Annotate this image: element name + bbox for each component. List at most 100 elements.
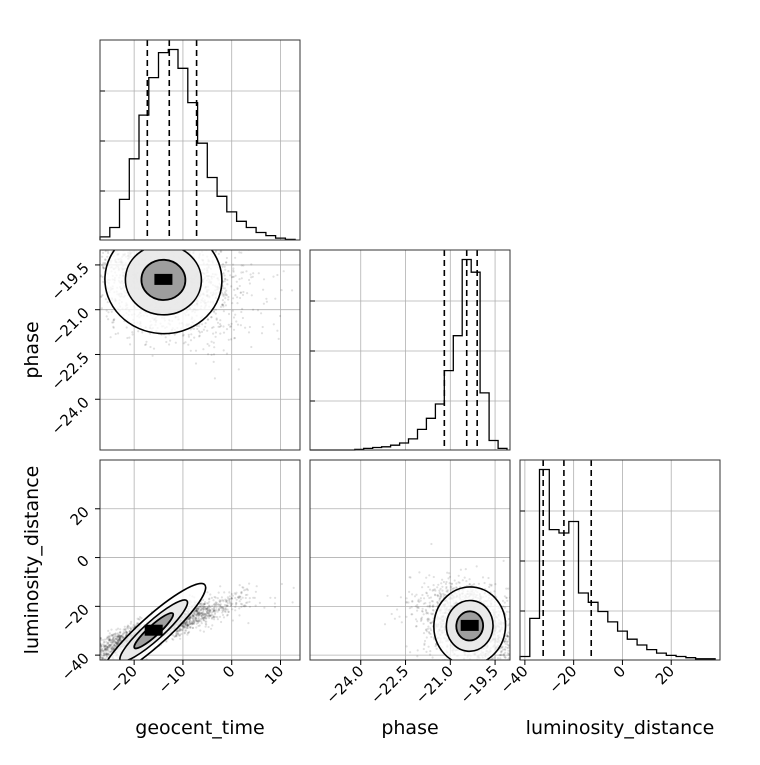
scatter-point xyxy=(96,662,98,664)
scatter-point xyxy=(96,331,98,333)
scatter-point xyxy=(126,233,128,235)
scatter-point xyxy=(90,636,92,638)
scatter-point xyxy=(238,251,240,253)
scatter-point xyxy=(104,645,106,647)
scatter-point xyxy=(250,346,252,348)
scatter-point xyxy=(242,587,244,589)
scatter-point xyxy=(207,343,209,345)
scatter-point xyxy=(117,332,119,334)
scatter-point xyxy=(185,233,187,235)
scatter-point xyxy=(128,236,130,238)
scatter-point xyxy=(278,338,280,340)
scatter-point xyxy=(226,279,228,281)
scatter-point xyxy=(174,234,176,236)
scatter-point xyxy=(139,246,141,248)
scatter-point xyxy=(193,226,195,228)
scatter-point xyxy=(107,248,109,250)
scatter-point xyxy=(97,659,99,661)
scatter-point xyxy=(174,334,176,336)
scatter-point xyxy=(246,594,248,596)
scatter-point xyxy=(223,591,225,593)
scatter-point xyxy=(183,342,185,344)
scatter-point xyxy=(238,607,240,609)
scatter-point xyxy=(252,243,254,245)
scatter-point xyxy=(84,306,86,308)
scatter-point xyxy=(141,331,143,333)
scatter-point xyxy=(441,579,443,581)
scatter-point xyxy=(209,593,211,595)
scatter-point xyxy=(153,246,155,248)
scatter-point xyxy=(214,377,216,379)
scatter-point xyxy=(90,178,92,180)
scatter-point xyxy=(152,226,154,228)
scatter-point xyxy=(168,236,170,238)
scatter-point xyxy=(75,293,77,295)
scatter-point xyxy=(94,652,96,654)
scatter-point xyxy=(156,244,158,246)
scatter-point xyxy=(166,242,168,244)
scatter-point xyxy=(87,651,89,653)
scatter-point xyxy=(165,243,167,245)
scatter-point xyxy=(77,251,79,253)
scatter-point xyxy=(227,270,229,272)
scatter-point xyxy=(207,612,209,614)
scatter-point xyxy=(233,289,235,291)
scatter-point xyxy=(199,606,201,608)
scatter-point xyxy=(83,650,85,652)
scatter-point xyxy=(249,326,251,328)
scatter-point xyxy=(90,260,92,262)
scatter-point xyxy=(89,652,91,654)
scatter-point xyxy=(256,585,258,587)
scatter-point xyxy=(102,650,104,652)
scatter-point xyxy=(68,652,70,654)
scatter-point xyxy=(248,279,250,281)
scatter-point xyxy=(228,324,230,326)
scatter-point xyxy=(88,645,90,647)
scatter-point xyxy=(262,289,264,291)
scatter-point xyxy=(213,353,215,355)
scatter-point xyxy=(196,328,198,330)
scatter-point xyxy=(121,244,123,246)
scatter-point xyxy=(161,215,163,217)
scatter-point xyxy=(155,236,157,238)
scatter-point xyxy=(156,228,158,230)
scatter-point xyxy=(101,228,103,230)
scatter-point xyxy=(110,230,112,232)
scatter-point xyxy=(203,329,205,331)
scatter-point xyxy=(98,648,100,650)
scatter-point xyxy=(144,237,146,239)
scatter-point xyxy=(97,649,99,651)
scatter-point xyxy=(234,294,236,296)
scatter-point xyxy=(245,605,247,607)
scatter-point xyxy=(88,656,90,658)
scatter-point xyxy=(224,301,226,303)
scatter-point xyxy=(211,624,213,626)
scatter-point xyxy=(240,598,242,600)
scatter-point xyxy=(84,650,86,652)
scatter-point xyxy=(120,233,122,235)
scatter-point xyxy=(133,624,135,626)
scatter-point xyxy=(106,310,108,312)
scatter-point xyxy=(87,228,89,230)
scatter-point xyxy=(205,623,207,625)
scatter-point xyxy=(242,291,244,293)
scatter-point xyxy=(224,297,226,299)
scatter-point xyxy=(209,219,211,221)
scatter-point xyxy=(117,628,119,630)
scatter-point xyxy=(219,323,221,325)
scatter-point xyxy=(149,224,151,226)
scatter-point xyxy=(161,235,163,237)
scatter-point xyxy=(215,309,217,311)
scatter-point xyxy=(149,236,151,238)
scatter-point xyxy=(132,244,134,246)
scatter-point xyxy=(198,232,200,234)
scatter-point xyxy=(240,311,242,313)
density-peak-cell xyxy=(154,274,172,285)
scatter-point xyxy=(241,308,243,310)
scatter-point xyxy=(188,243,190,245)
scatter-point xyxy=(179,638,181,640)
scatter-point xyxy=(210,628,212,630)
hist-panel-geocent_time xyxy=(100,40,300,240)
scatter-point xyxy=(61,643,63,645)
scatter-point xyxy=(151,248,153,250)
